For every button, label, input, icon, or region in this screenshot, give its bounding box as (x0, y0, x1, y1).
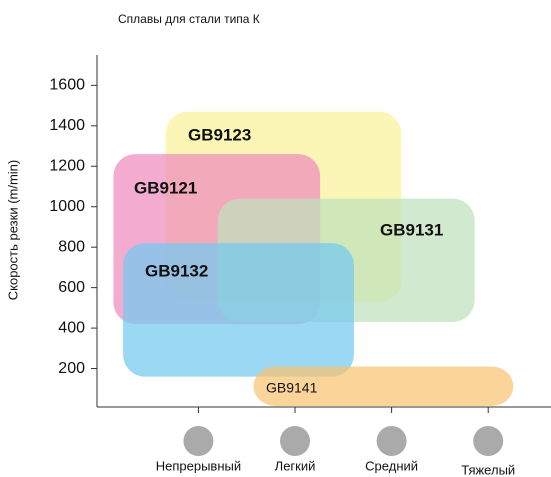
chart-title: Сплавы для стали типа К (118, 12, 260, 26)
range-label: GB9123 (188, 125, 251, 144)
range-area (123, 243, 354, 377)
range-label: GB9131 (380, 220, 443, 239)
y-tick-label: 1200 (49, 157, 85, 174)
category-icon (183, 426, 214, 456)
y-tick-label: 600 (58, 279, 85, 296)
range-area (253, 366, 514, 406)
y-tick-label: 1400 (49, 117, 85, 134)
x-tick-label: Легкий (275, 458, 316, 473)
category-icon (280, 426, 311, 456)
category-icon (376, 426, 407, 456)
y-tick-label: 200 (58, 360, 85, 377)
y-tick-label: 1000 (49, 198, 85, 215)
category-icon (473, 426, 504, 456)
range-label: GB9121 (134, 178, 197, 197)
y-axis-label: Скорость резки (m/min) (5, 160, 20, 301)
range-label: GB9132 (145, 261, 208, 280)
y-tick-label: 400 (58, 319, 85, 336)
y-tick-label: 800 (58, 238, 85, 255)
x-tick-label: Непрерывный (156, 458, 241, 473)
x-tick-label: Средний (365, 458, 418, 473)
y-tick-label: 1600 (49, 77, 85, 94)
range-label: GB9141 (266, 380, 318, 396)
x-tick-label: Тяжелый (461, 462, 515, 477)
